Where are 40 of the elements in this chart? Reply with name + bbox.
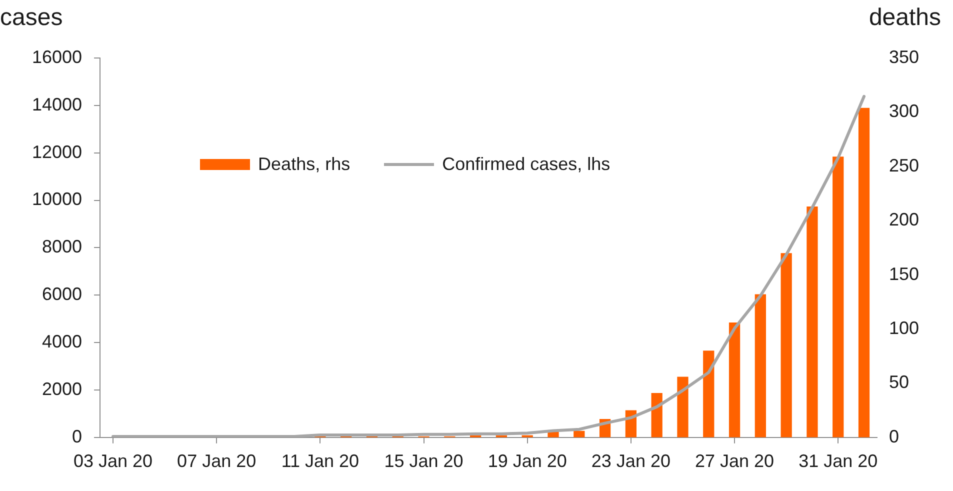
x-tick-label: 07 Jan 20	[177, 451, 256, 472]
y2-tick-label: 0	[888, 426, 899, 446]
x-tick-label: 15 Jan 20	[384, 451, 464, 472]
legend-label: Confirmed cases, lhs	[442, 154, 610, 175]
bar	[806, 206, 818, 438]
bar	[858, 108, 870, 438]
y-tick-label: 10000	[32, 189, 82, 210]
x-tick-label: 03 Jan 20	[73, 451, 153, 472]
y-tick-label: 16000	[32, 46, 82, 67]
y2-tick-label: 100	[888, 318, 920, 338]
x-tick-label: 19 Jan 20	[488, 451, 567, 472]
y-tick-label: 0	[72, 426, 82, 446]
x-tick-label: 31 Jan 20	[798, 451, 878, 472]
y2-tick-label: 50	[888, 372, 909, 392]
y2-tick-label: 300	[888, 101, 920, 122]
bar	[703, 350, 714, 438]
y2-axis-title: deaths	[868, 4, 941, 32]
bar	[754, 294, 766, 438]
bar	[677, 376, 688, 438]
y2-tick-label: 200	[888, 210, 920, 230]
x-tick-label: 11 Jan 20	[281, 451, 360, 472]
bar	[548, 432, 559, 438]
legend-label: Deaths, rhs	[258, 154, 350, 175]
y2-tick-label: 350	[888, 46, 920, 67]
x-tick-label: 27 Jan 20	[694, 451, 774, 472]
y-axis-title: cases	[0, 4, 63, 32]
y2-tick-label: 250	[888, 155, 920, 176]
y-tick-label: 2000	[42, 378, 82, 399]
bar	[832, 156, 844, 438]
y-tick-label: 14000	[32, 94, 82, 114]
y-tick-label: 8000	[42, 236, 82, 257]
y-tick-label: 12000	[32, 142, 82, 162]
bar	[728, 322, 740, 438]
bar	[574, 430, 585, 438]
x-tick-label: 23 Jan 20	[591, 451, 670, 472]
y-tick-label: 4000	[42, 332, 82, 352]
y2-tick-label: 150	[888, 264, 920, 284]
y-tick-label: 6000	[42, 284, 82, 304]
bar	[780, 253, 792, 438]
bar	[651, 392, 662, 438]
